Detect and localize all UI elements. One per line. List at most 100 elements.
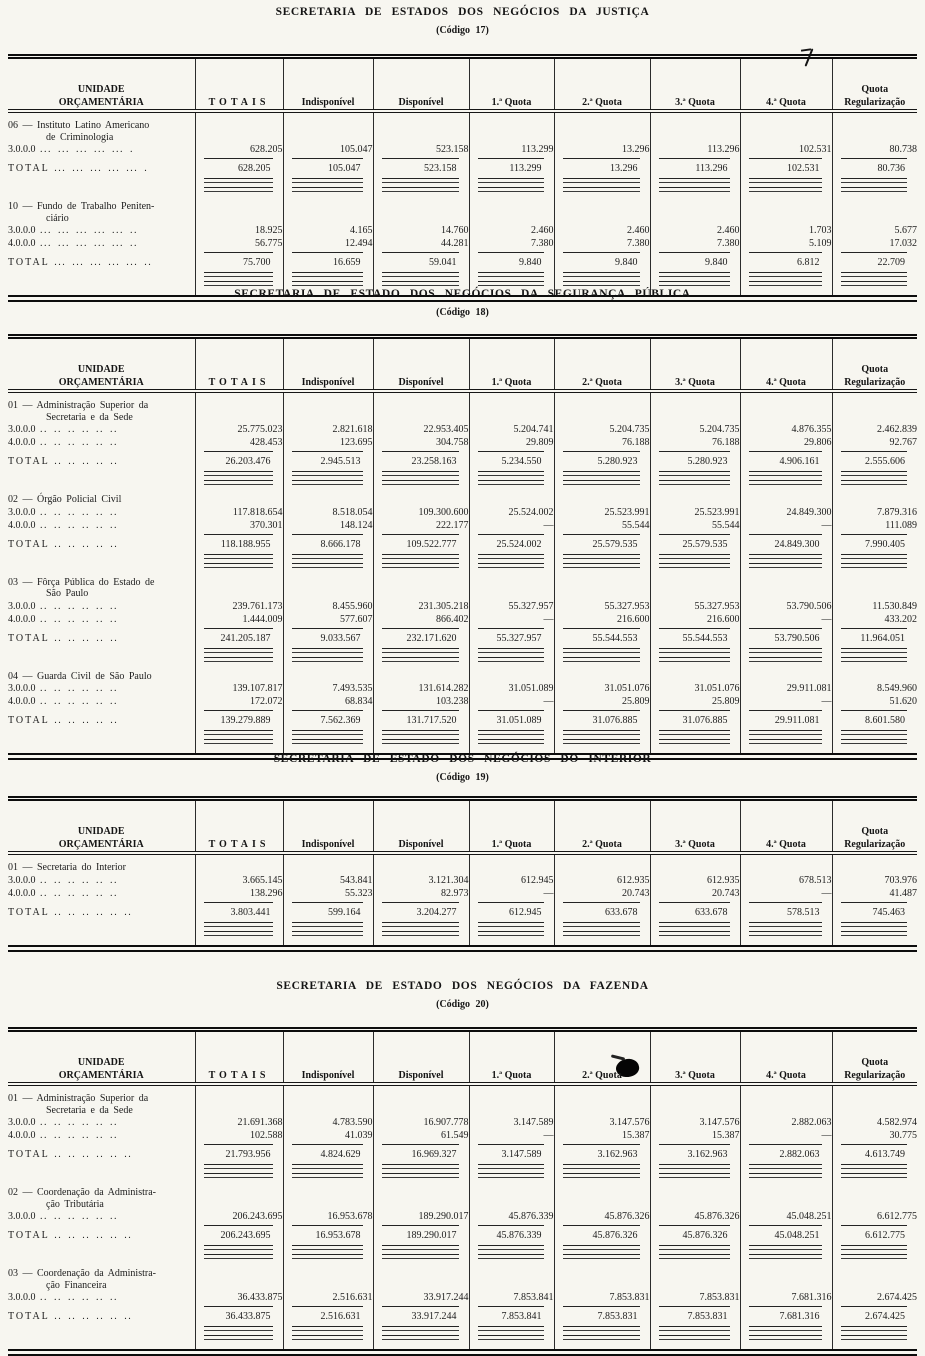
value-cell: 2.462.839 (831, 423, 917, 436)
closing-rules-row (8, 1243, 917, 1252)
empty-cell (282, 1187, 373, 1210)
total-value-cell: 33.917.244 (372, 1304, 469, 1324)
total-value-cell: 578.513 (739, 899, 832, 920)
total-value: 31.076.885 (592, 715, 638, 726)
double-rule-segment (477, 480, 544, 485)
rule-cell (649, 1243, 740, 1252)
header-line: ORÇAMENTÁRIA (58, 839, 144, 850)
unit-label-line: Secretaria e da Sede (46, 411, 133, 423)
value-cell: 8.549.960 (831, 682, 917, 695)
rule-cell (831, 551, 917, 561)
empty-cell (372, 487, 469, 494)
empty-cell (8, 570, 195, 577)
sum-rule (291, 1144, 363, 1145)
value-cell: 239.761.173 (194, 599, 283, 613)
total-value-cell: 7.562.369 (282, 708, 373, 728)
empty-cell (739, 1187, 832, 1210)
total-value: 745.463 (872, 906, 906, 918)
rule-cell (194, 185, 283, 194)
double-rule-segment (203, 730, 273, 735)
empty-cell (8, 728, 195, 737)
total-word: TOTAL (8, 1149, 50, 1160)
header-line: TOTAIS (208, 839, 270, 850)
empty-cell (194, 1261, 283, 1268)
double-rule-segment (381, 1173, 459, 1178)
empty-cell (553, 201, 650, 224)
closing-rules-row (8, 185, 917, 194)
empty-cell (8, 1243, 195, 1252)
double-rule-segment (203, 187, 273, 192)
entry-code-cell: 3.0.0.0 .. .. .. .. .. .. (8, 1117, 118, 1128)
value-cell: 30.775 (831, 1129, 917, 1142)
empty-cell (194, 194, 283, 201)
value-cell: 148.124 (282, 518, 373, 532)
rule-cell (282, 279, 373, 288)
unit-label-cell: 01 — Administração Superior da Secretaria… (8, 400, 195, 423)
empty-cell (372, 400, 469, 423)
rule-cell (649, 654, 740, 664)
sum-rule (291, 533, 363, 535)
total-value: 45.876.326 (592, 1230, 638, 1241)
value-cell: 103.238 (372, 695, 469, 708)
double-rule-segment (658, 930, 730, 936)
rule-cell (831, 1252, 917, 1261)
column-header: 1.ª Quota (468, 1029, 554, 1086)
total-value: 23.258.163 (411, 456, 457, 467)
empty-cell (649, 1093, 740, 1116)
column-header: 2.ª Quota (553, 798, 650, 855)
double-rule-segment (477, 730, 544, 735)
section-code: (Código 20) (436, 999, 489, 1010)
value-cell: 577.607 (282, 612, 373, 626)
dot-leader: .. .. .. .. .. .. (54, 1311, 133, 1322)
empty-cell (739, 746, 832, 757)
double-rule-segment (381, 930, 459, 936)
empty-cell (282, 1093, 373, 1116)
value-cell: 33.917.244 (372, 1291, 469, 1304)
total-value-cell: 9.840 (649, 250, 740, 270)
value-cell: 113.296 (649, 143, 740, 156)
budget-section: SECRETARIA DE ESTADO DOS NEGÓCIOS DA FAZ… (0, 980, 925, 1356)
empty-cell (831, 569, 917, 577)
double-rule-segment (477, 1173, 544, 1178)
empty-cell (649, 1084, 740, 1093)
double-rule-segment (562, 1326, 640, 1331)
total-value-cell: 53.790.506 (739, 625, 832, 646)
rule-cell (194, 928, 283, 938)
sum-rule (381, 158, 459, 159)
total-value: 45.876.326 (682, 1230, 728, 1241)
column-header-unidade: UNIDADE ORÇAMENTÁRIA (8, 336, 195, 393)
double-rule-segment (203, 921, 273, 927)
rule-cell (468, 551, 554, 561)
empty-cell (8, 1261, 195, 1268)
rule-cell (831, 176, 917, 185)
empty-cell (8, 487, 195, 494)
empty-cell (8, 469, 195, 478)
double-rule-segment (658, 562, 730, 568)
empty-cell (739, 663, 832, 671)
empty-cell (194, 1180, 283, 1187)
double-rule-segment (658, 647, 730, 653)
empty-cell (553, 1342, 650, 1353)
sum-rule (658, 451, 730, 452)
total-value-cell: 45.876.326 (553, 1223, 650, 1243)
empty-cell (372, 111, 469, 120)
total-row: TOTAL .. .. .. .. .. .. 206.243.695 16.953… (8, 1223, 917, 1243)
empty-cell (649, 576, 740, 600)
dot-leader: .. .. .. .. .. (54, 715, 119, 726)
value-cell: 117.818.654 (194, 505, 283, 519)
rule-cell (372, 1243, 469, 1252)
sum-rule (658, 627, 730, 629)
double-rule-segment (477, 1326, 544, 1331)
section-title: SECRETARIA DE ESTADOS DOS NEGÓCIOS DA JU… (275, 6, 650, 18)
rule-cell (649, 560, 740, 570)
rule-cell (831, 185, 917, 194)
double-rule-segment (477, 656, 544, 662)
value-cell: 7.380 (649, 237, 740, 250)
sum-rule (477, 710, 544, 711)
value-cell: 111.089 (831, 518, 917, 532)
total-value-cell: 241.205.187 (194, 625, 283, 646)
empty-cell (468, 1084, 554, 1093)
double-rule-segment (658, 739, 730, 744)
double-rule-segment (381, 921, 459, 927)
column-header: 3.ª Quota (649, 336, 740, 393)
